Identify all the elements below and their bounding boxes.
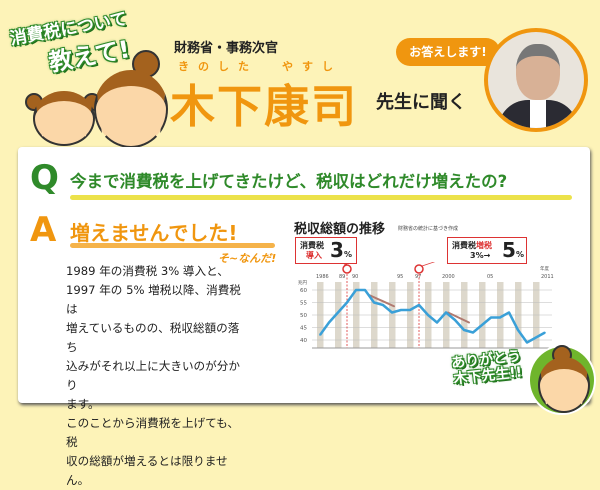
data-point (508, 311, 510, 314)
question-underline (70, 195, 572, 200)
tax-revenue-chart: 60 55 50 45 40 兆円 年度 1986 89 90 95 97 2000 05 2011 (298, 262, 554, 349)
data-point (499, 316, 501, 319)
y-tick-label: 55 (300, 301, 307, 307)
name-title: 木下康司 (170, 80, 359, 133)
data-point (400, 309, 402, 311)
data-point (319, 334, 321, 336)
data-point (328, 321, 330, 324)
mother-thanks-illustration (528, 345, 596, 415)
mother-illustration (92, 50, 172, 148)
data-point (409, 309, 411, 311)
answer-underline (70, 243, 275, 248)
event-marker-circle (342, 264, 352, 274)
decline-arrow (368, 294, 395, 308)
data-point (364, 289, 366, 291)
data-point (445, 311, 447, 314)
data-point (382, 304, 384, 306)
answer-body: 1989 年の消費税 3% 導入と、 1997 年の 5% 増税以降、消費税は … (66, 264, 241, 487)
question: 今まで消費税を上げてきたけど、税収はどれだけ増えたの? (70, 172, 508, 191)
answer: 増えませんでした! (70, 221, 238, 245)
data-point (373, 301, 375, 304)
y-tick-label: 60 (300, 288, 307, 294)
x-tick-label: 90 (352, 274, 358, 280)
q-mark: Q (30, 158, 59, 198)
portrait-photo (484, 28, 588, 132)
affiliation: 財務省・事務次官 (174, 41, 279, 56)
chart-title: 税収総額の推移 (294, 222, 386, 237)
name-suffix: 先生に聞く (376, 92, 466, 113)
x-tick-label: 97 (415, 274, 421, 280)
data-point (463, 329, 465, 331)
x-tick-label: 05 (487, 274, 493, 280)
decline-arrow (447, 311, 470, 324)
data-point (418, 304, 420, 306)
chart-source: 財務省の統計に基づき作成 (398, 226, 459, 232)
callout-5pct: 消費税増税 3%→ 5 % (447, 237, 527, 264)
x-tick-label: 95 (397, 274, 403, 280)
callout-3pct: 消費税 導入 3 % (295, 237, 357, 264)
ruby-family: きのした (178, 60, 258, 73)
data-point (481, 324, 483, 326)
data-point (337, 311, 339, 314)
x-tick-label: 1986 (316, 274, 329, 280)
x-tick-label: 2000 (442, 274, 455, 280)
data-point (391, 311, 393, 314)
data-point (517, 329, 519, 331)
y-axis-unit: 兆円 (298, 279, 307, 286)
y-tick-label: 40 (300, 338, 307, 344)
revenue-line (318, 288, 546, 344)
data-point (526, 341, 528, 344)
data-point (454, 319, 456, 321)
a-mark: A (30, 210, 57, 250)
data-point (472, 331, 474, 334)
data-point (427, 314, 429, 316)
event-marker-circle (414, 264, 424, 274)
x-tick-label: 89 (339, 274, 345, 280)
y-tick-label: 45 (300, 326, 307, 332)
reaction-text: そ~なんだ! (218, 252, 277, 265)
x-axis-unit: 年度 (540, 265, 549, 272)
callout-leader (343, 263, 348, 266)
y-tick-label: 50 (300, 313, 307, 319)
callout-leader (421, 262, 436, 267)
data-point (544, 331, 546, 334)
speech-bubble: お答えします! (396, 38, 500, 66)
data-point (346, 301, 348, 304)
data-point (535, 336, 537, 339)
ruby-given: やすし (282, 60, 342, 73)
data-point (436, 321, 438, 324)
content-panel (18, 147, 590, 403)
data-point (355, 289, 357, 291)
x-tick-label: 2011 (541, 274, 554, 280)
data-point (490, 316, 492, 319)
